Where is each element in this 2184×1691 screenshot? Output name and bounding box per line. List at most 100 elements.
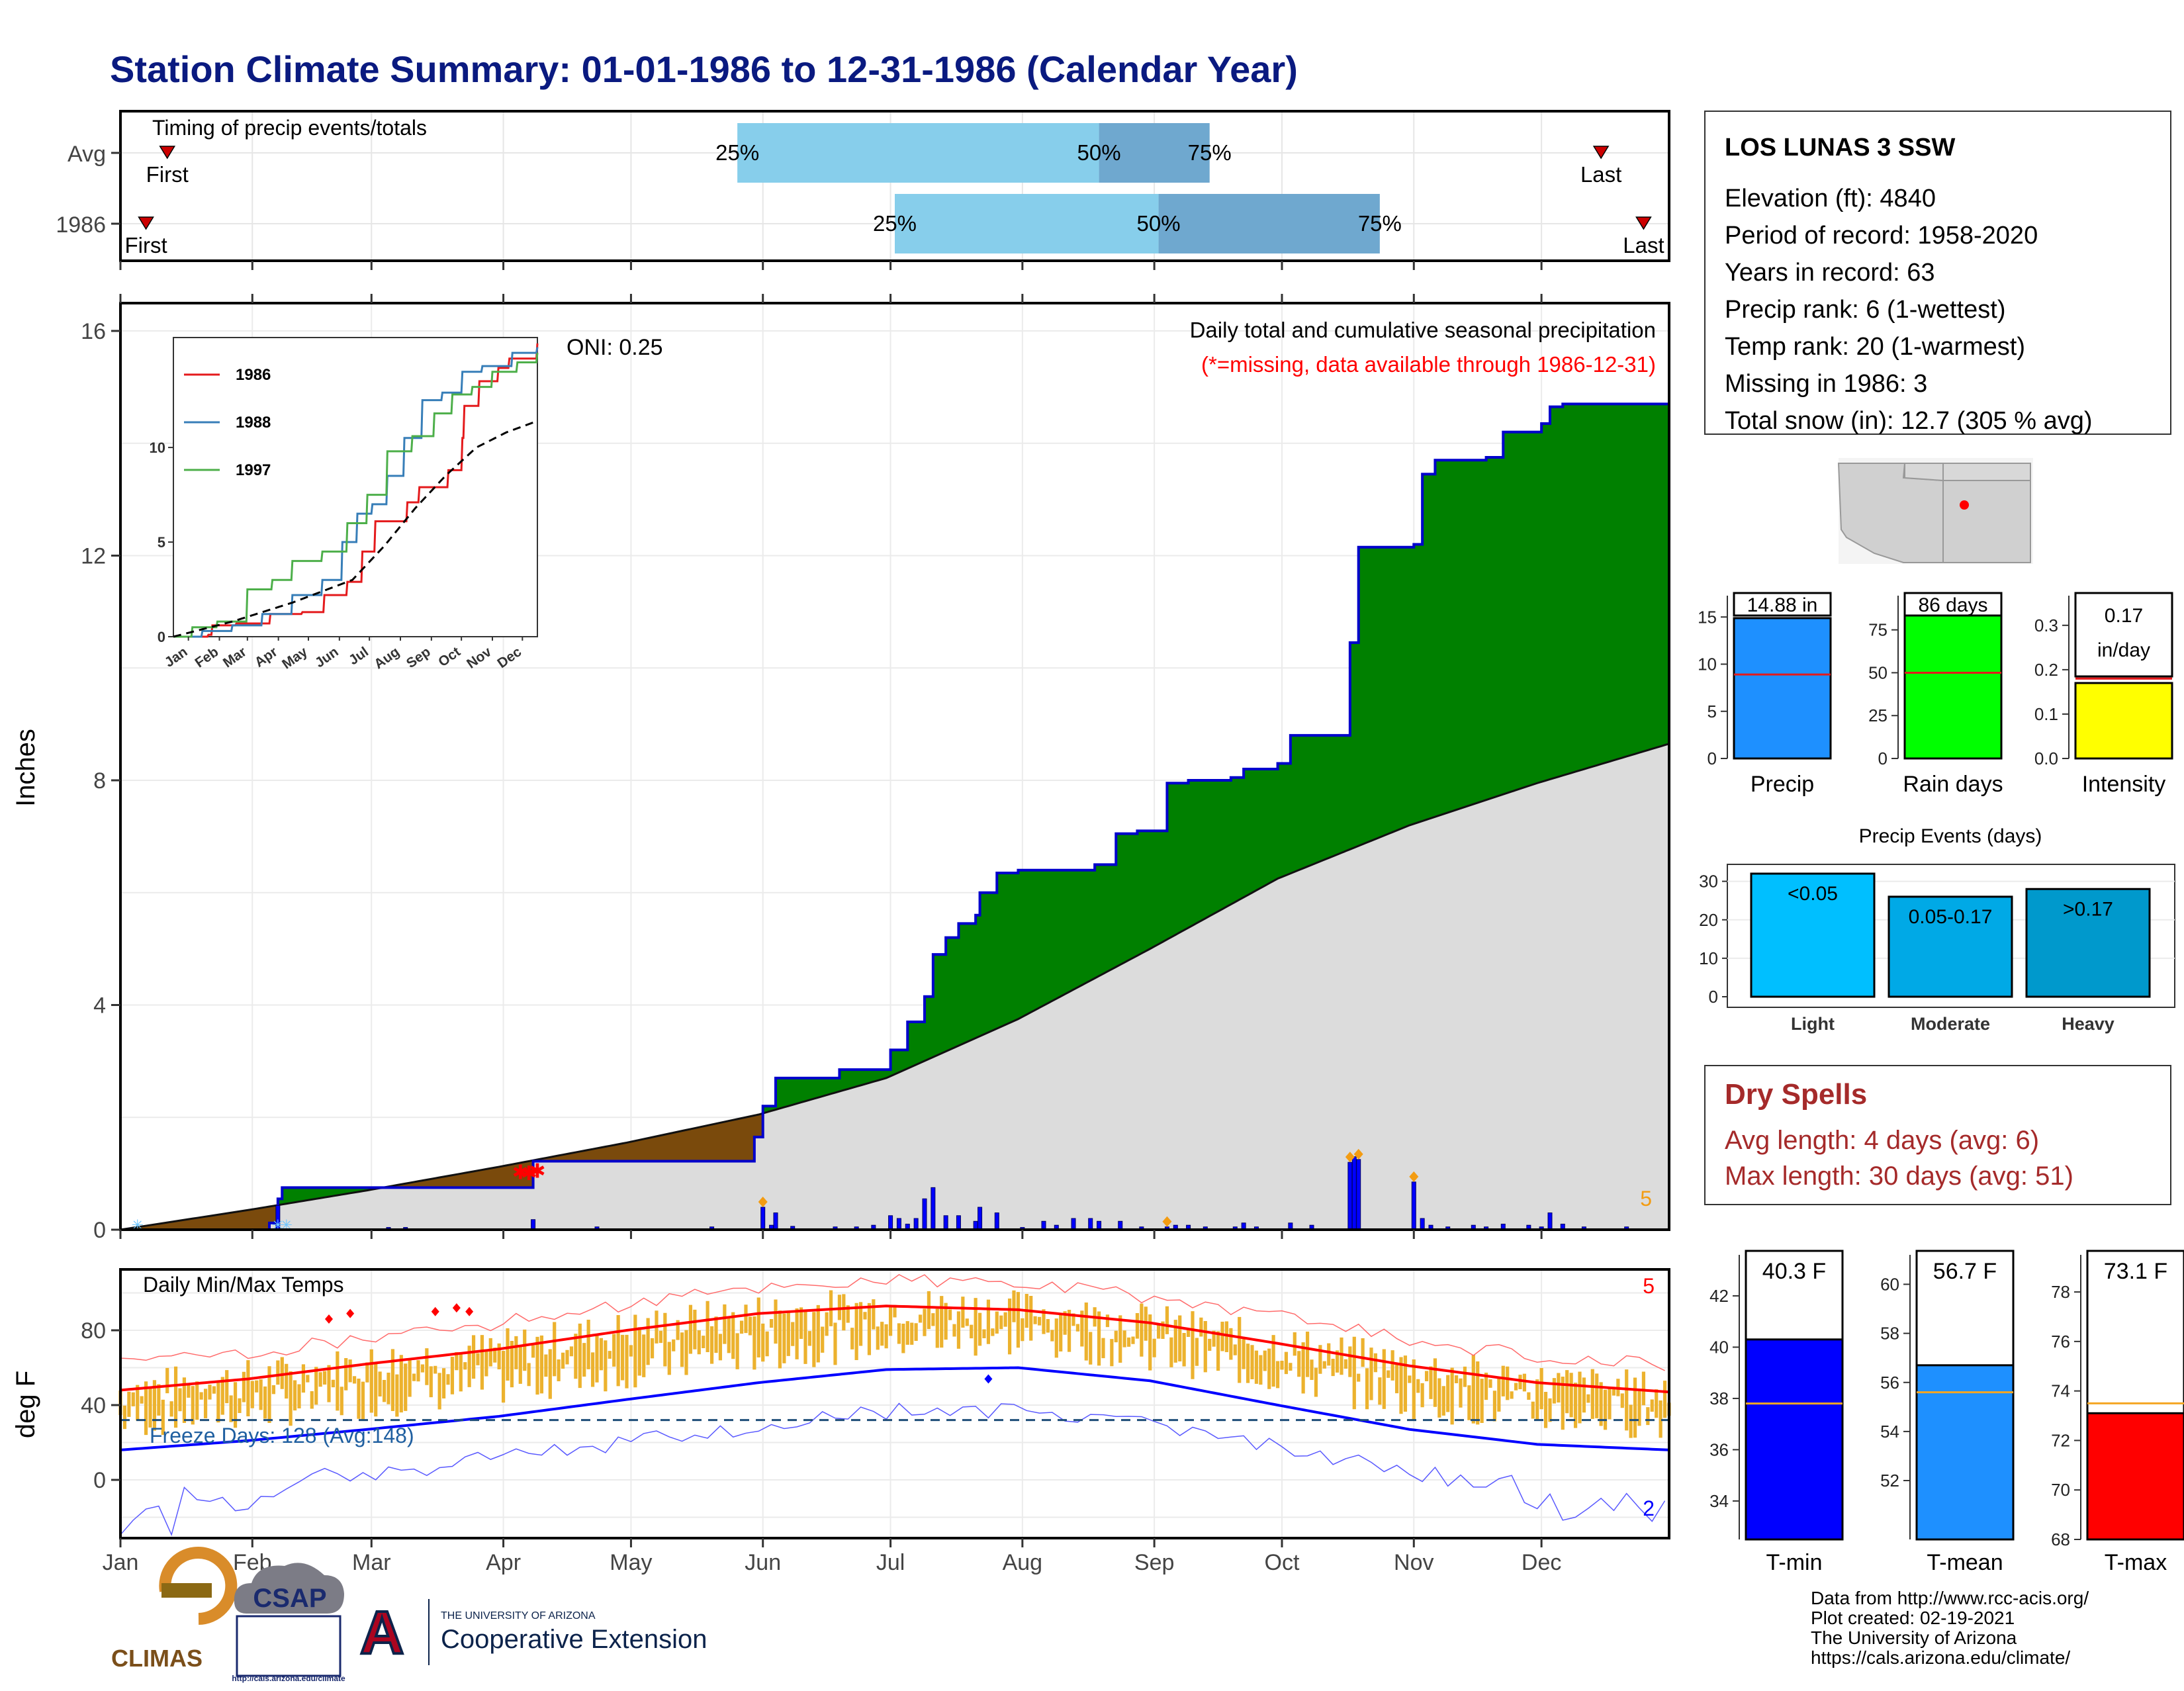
- timing-ticks: [111, 152, 1543, 270]
- tstat-y-tick-label: 34: [1709, 1491, 1729, 1511]
- precip-y-tick-label: 0: [1707, 749, 1717, 768]
- tstat-bar-t-mean: [1915, 1364, 2015, 1541]
- daily-precip-bar: [1420, 1218, 1425, 1230]
- inset-legend-label: 1986: [236, 366, 271, 384]
- timing-frame: [119, 110, 1670, 262]
- timing-title: Timing of precip events/totals: [152, 116, 427, 140]
- footer-url: https://cals.arizona.edu/climate/: [1811, 1647, 2070, 1668]
- daily-precip-bar: [896, 1218, 901, 1230]
- tstat-value-label: 40.3 F: [1762, 1259, 1826, 1284]
- inset-line-1988: [173, 347, 539, 638]
- map-state-utah: [1904, 463, 1944, 482]
- station-location-marker: [1960, 500, 1969, 510]
- ua-big-text: Cooperative Extension: [441, 1625, 707, 1654]
- daily-precip-bars: [126, 1156, 1629, 1230]
- tmax-chart: 68 70 72 74 76 78 73.1 F T-max: [2051, 1250, 2184, 1575]
- missing-data-marker-icon: ✱: [529, 1161, 545, 1183]
- intensity-value-unit: in/day: [2097, 639, 2150, 661]
- precip-y-tick-label: 16: [81, 319, 106, 344]
- precip-y-tick-label: 4: [93, 993, 106, 1019]
- tstat-y-tick-label: 36: [1709, 1440, 1729, 1459]
- intensity-y-tick-label: 0.3: [2034, 616, 2058, 635]
- station-years: Years in record: 63: [1725, 259, 1935, 287]
- temp-y-axis: 0 40 80: [81, 1318, 120, 1493]
- daily-precip-bar: [994, 1212, 999, 1230]
- intensity-y-tick-label: 0.0: [2034, 749, 2058, 768]
- missing-data-marker-icon: ✱: [521, 1163, 537, 1185]
- rain_days-y-tick-label: 75: [1868, 620, 1888, 640]
- station-elevation: Elevation (ft): 4840: [1725, 185, 1936, 212]
- csap-cloud-icon: [234, 1563, 344, 1614]
- daily-precip-bar: [531, 1219, 536, 1230]
- tstat-y-tick-label: 52: [1880, 1471, 1899, 1490]
- precip-missing-note: (*=missing, data available through 1986-…: [1201, 352, 1656, 377]
- timing-panel: 25% 50% 75% First Last 25% 50% 75% First Last Tim…: [56, 110, 1670, 270]
- observed-cumulative-line: [120, 394, 1670, 1231]
- intensity-y-tick-label: 0.1: [2034, 704, 2058, 724]
- record-tmin-line: [120, 1402, 1666, 1537]
- tstat-y-tick-label: 76: [2051, 1332, 2070, 1351]
- daily-precip-bar: [978, 1207, 983, 1230]
- timing-bars: 25% 50% 75% First Last 25% 50% 75% First Last: [124, 123, 1664, 257]
- month-label: Apr: [486, 1550, 521, 1575]
- daily-precip-bar: [956, 1215, 961, 1230]
- inset-line-1997: [173, 352, 539, 638]
- avg-tmin-line: [120, 1366, 1670, 1451]
- temp-y-tick-label: 80: [81, 1318, 106, 1344]
- oni-label: ONI: 0.25: [567, 335, 663, 360]
- intensity-bar-overlay: [2074, 682, 2173, 760]
- month-axis: Jan Feb Mar Apr May Jun Jul Aug Sep Oct Nov Dec: [103, 1538, 1561, 1575]
- timing-bar-25-50: [895, 194, 1159, 253]
- rain_days-y-tick-label: 25: [1868, 706, 1888, 725]
- tstat-bar-t-min: [1745, 1338, 1844, 1541]
- precip-total-chart: 0 5 10 15 14.88 in Precip: [1698, 592, 1832, 797]
- inset-frame: [173, 337, 538, 637]
- daily-precip-bar: [931, 1187, 936, 1230]
- month-label: Jan: [103, 1550, 139, 1575]
- climas-logo: CLIMAS: [111, 1547, 238, 1672]
- dry-spells-title: Dry Spells: [1725, 1078, 1867, 1111]
- rain_days-bar: [1903, 610, 2003, 760]
- precip-events-chart: Precip Events (days) 0 10 20 30 <0.05 Light 0.…: [1699, 825, 2175, 1034]
- ua-logo: A THE UNIVERSITY OF ARIZONA Cooperative …: [359, 1598, 707, 1668]
- timing-bar-50-75: [1158, 194, 1380, 253]
- inset-y-tick-label: 10: [150, 439, 165, 456]
- tstat-y-tick-label: 70: [2051, 1480, 2070, 1500]
- record-high-marker-icon: [431, 1306, 439, 1316]
- record-high-marker-icon: [346, 1308, 355, 1318]
- station-info: LOS LUNAS 3 SSW Elevation (ft): 4840 Per…: [1704, 111, 2171, 435]
- tmin-record-count: 2: [1643, 1496, 1655, 1520]
- event-bar-light: [1750, 872, 1876, 998]
- csap-url: http://cals.arizona.edu/climate: [232, 1674, 345, 1683]
- tstat-axis-label: T-max: [2105, 1550, 2167, 1575]
- station-info-frame: [1704, 111, 2171, 435]
- freeze-days-label: Freeze Days: 128 (Avg:148): [150, 1424, 414, 1447]
- temp-panel-title: Daily Min/Max Temps: [143, 1273, 343, 1297]
- tstat-axis-label: T-min: [1766, 1550, 1823, 1575]
- inset-legend: 1986 1988 1997: [184, 366, 271, 479]
- month-label: Nov: [1394, 1550, 1433, 1575]
- timing-row-label-avg: Avg: [68, 142, 106, 167]
- station-snow: Total snow (in): 12.7 (305 % avg): [1725, 407, 2093, 435]
- precip-events-plot: 0 10 20 30 <0.05 Light 0.05-0.17 Moderate >0.17 H…: [1699, 864, 2175, 1034]
- climas-swoosh-icon: [161, 1583, 212, 1598]
- events-y-tick-label: 30: [1699, 872, 1718, 891]
- timing-bar-25-50: [737, 123, 1099, 183]
- daily-precip-bar: [1088, 1218, 1093, 1230]
- event-bar-label: 0.05-0.17: [1909, 906, 1993, 928]
- climas-sun-icon: [159, 1547, 238, 1625]
- daily-precip-bar: [1071, 1218, 1076, 1230]
- csap-logo: CSAP http://cals.arizona.edu/climate: [232, 1563, 345, 1683]
- precip-legend-title: Daily total and cumulative seasonal prec…: [1190, 318, 1656, 342]
- event-category-label: Light: [1791, 1014, 1835, 1034]
- precip-events-title: Precip Events (days): [1859, 825, 2042, 847]
- station-precip-rank: Precip rank: 6 (1-wettest): [1725, 296, 2005, 324]
- precip-y-tick-label: 5: [1707, 702, 1717, 721]
- station-missing: Missing in 1986: 3: [1725, 370, 1927, 398]
- first-event-marker-icon: [159, 146, 176, 160]
- location-map: [1837, 458, 2033, 564]
- record-high-marker-icon: [452, 1303, 461, 1313]
- inset-line-average: [173, 420, 538, 638]
